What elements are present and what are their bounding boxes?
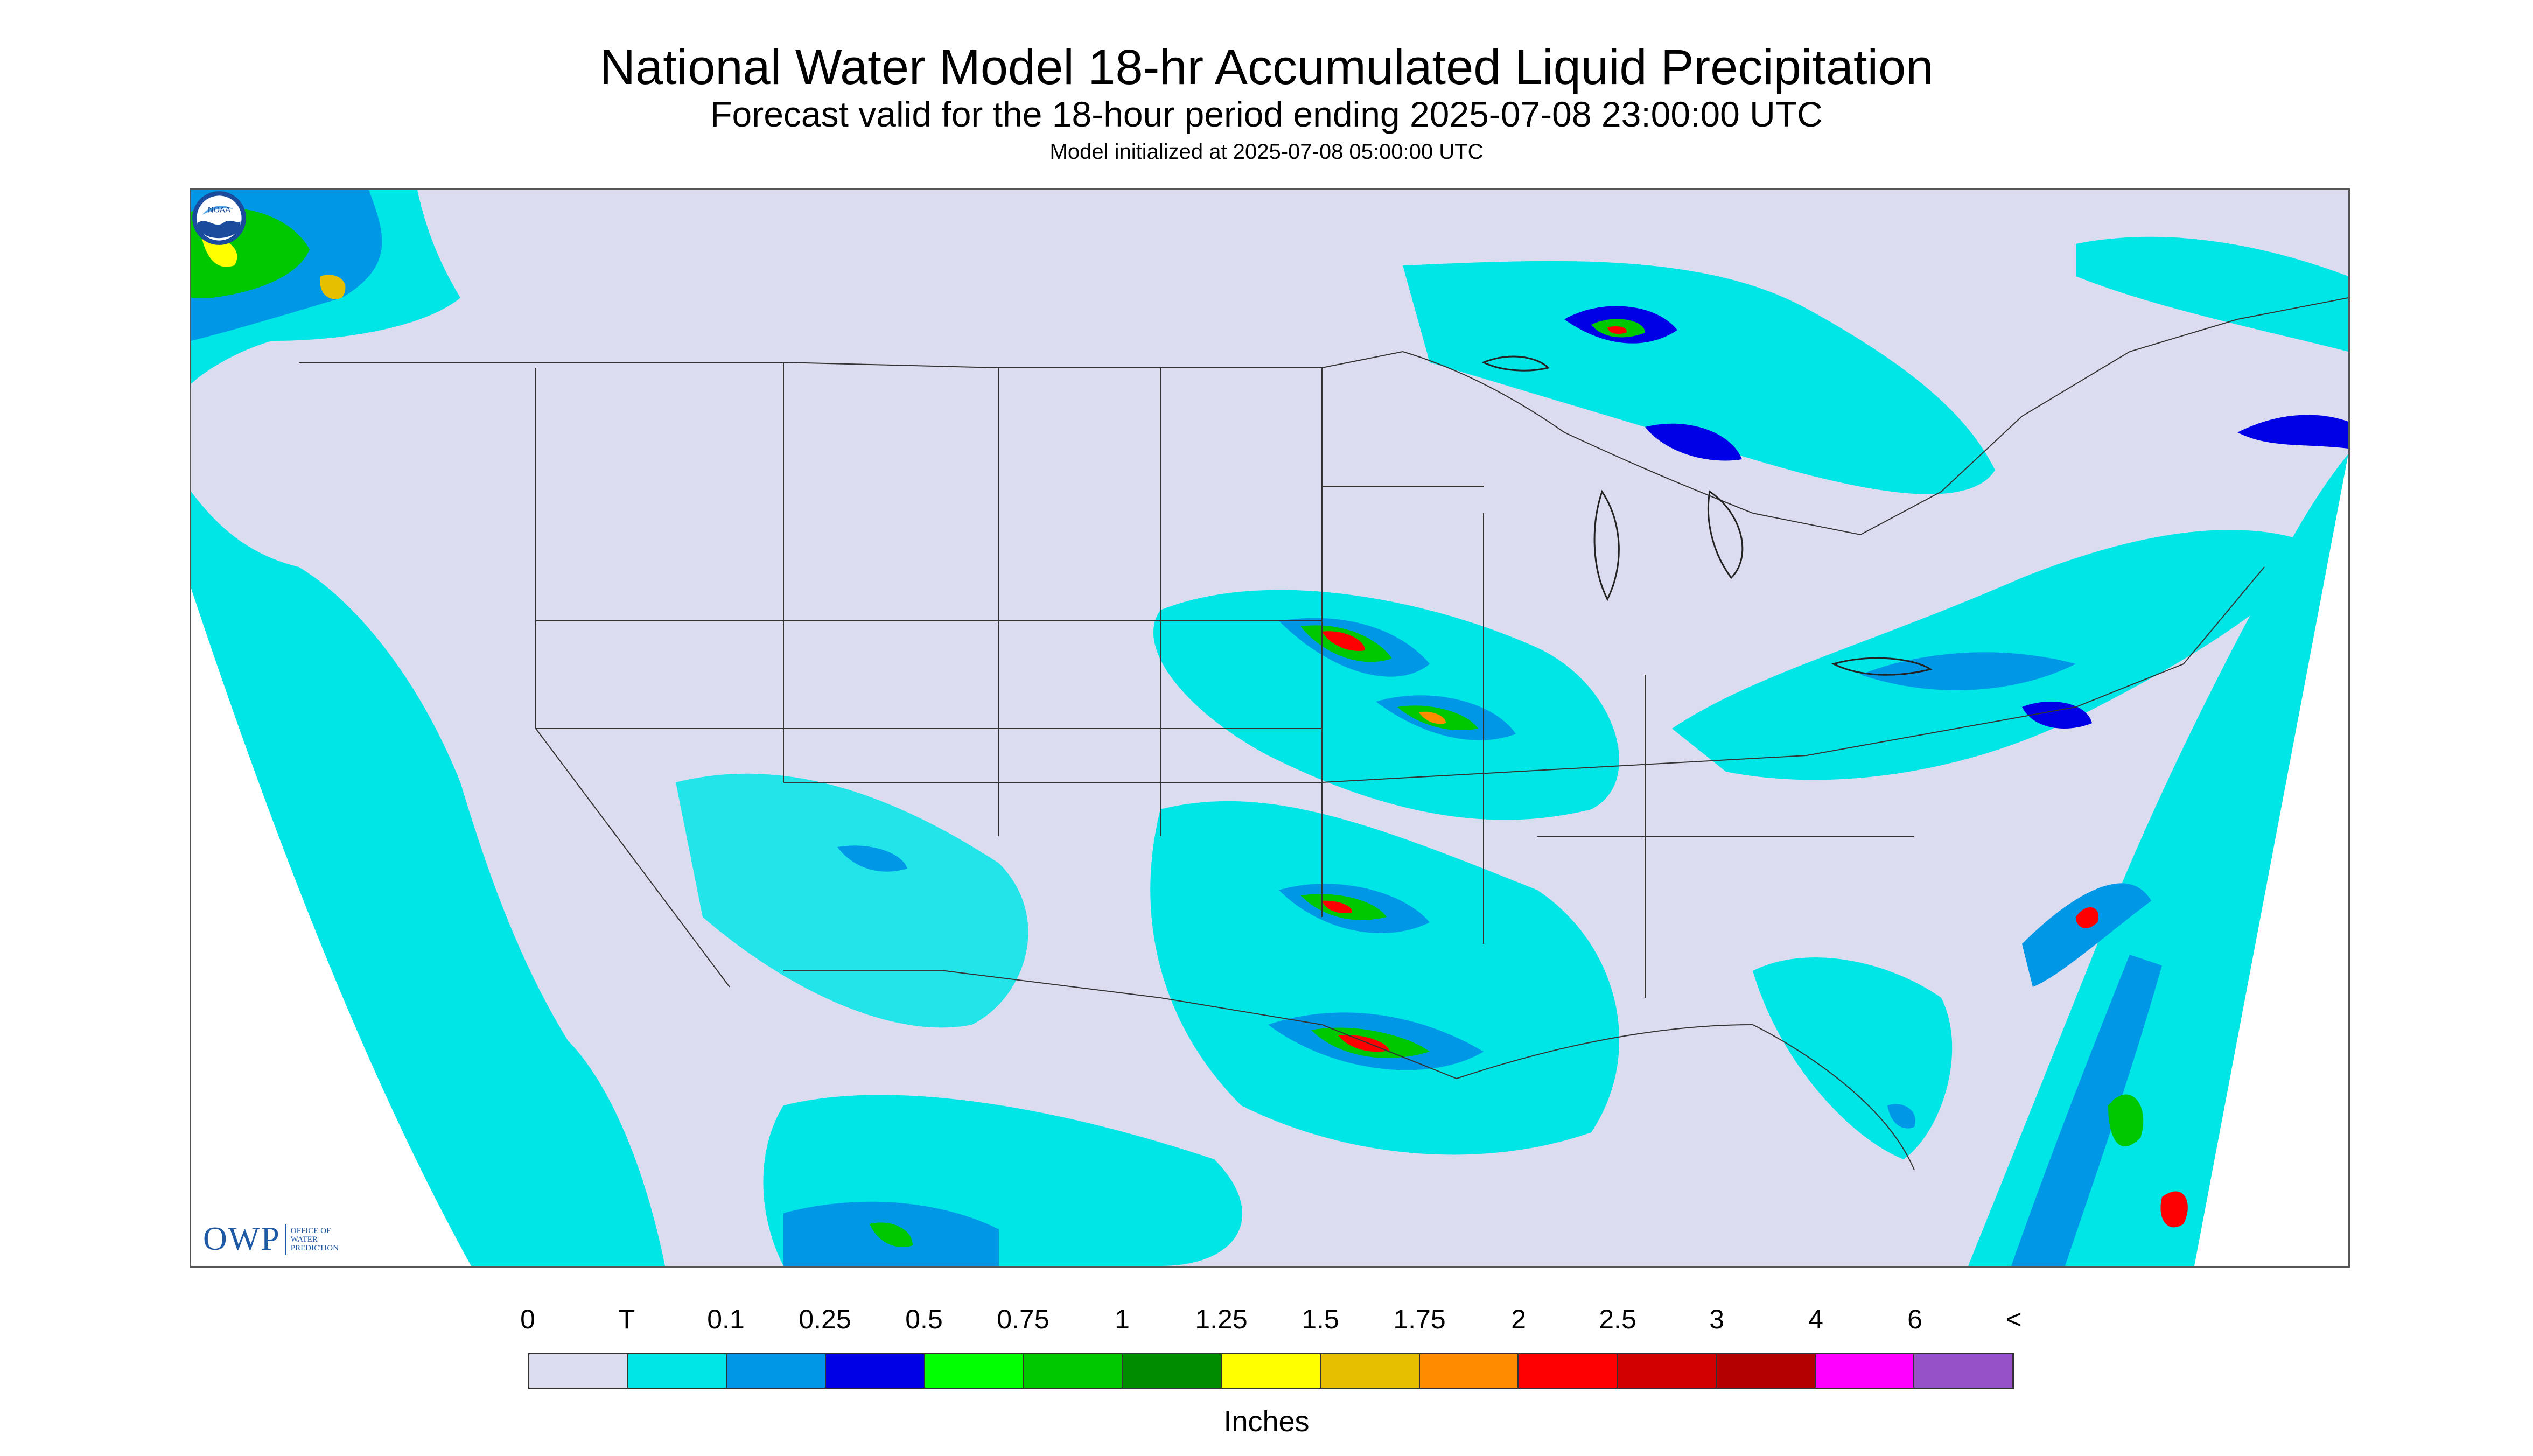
legend-label: 0.75 — [997, 1304, 1049, 1334]
legend-swatch — [1419, 1354, 1519, 1388]
legend-swatch — [1320, 1354, 1420, 1388]
legend-swatch — [826, 1354, 925, 1388]
legend-label: 1.75 — [1393, 1304, 1446, 1334]
legend-label: 1 — [1115, 1304, 1130, 1334]
legend-swatch — [1123, 1354, 1222, 1388]
legend-label: 1.25 — [1195, 1304, 1248, 1334]
legend-swatch — [1024, 1354, 1123, 1388]
canada-precip — [1403, 261, 1995, 494]
legend-label: 0.25 — [799, 1304, 851, 1334]
precipitation-map[interactable]: OWP OFFICE OF WATER PREDICTION NOAA — [190, 188, 2350, 1268]
noaa-logo-text: NOAA — [208, 206, 230, 215]
legend-label: 0.1 — [707, 1304, 745, 1334]
legend-swatch — [1519, 1354, 1618, 1388]
map-subtitle: Forecast valid for the 18-hour period en… — [710, 94, 1823, 134]
legend-swatch — [1222, 1354, 1321, 1388]
gulf-precip — [1150, 801, 1620, 1155]
model-init-text: Model initialized at 2025-07-08 05:00:00… — [1049, 140, 1484, 164]
southwest-precip — [676, 773, 1028, 1028]
legend-swatch — [628, 1354, 727, 1388]
legend-label: 0.5 — [905, 1304, 943, 1334]
legend-label: T — [618, 1304, 635, 1334]
legend-swatch — [1618, 1354, 1717, 1388]
pacific-precip — [191, 492, 665, 1266]
owp-logo-letters: OWP — [203, 1221, 281, 1257]
owp-logo-line1: OFFICE OF — [290, 1226, 331, 1235]
noaa-logo-icon: NOAA — [192, 191, 246, 245]
color-legend — [528, 1353, 2014, 1389]
owp-logo-divider — [284, 1223, 286, 1255]
legend-labels: 0 T 0.1 0.25 0.5 0.75 1 1.25 1.5 1.75 2 2.5 3 4 6 < — [0, 1303, 2533, 1335]
atlantic-precip — [1968, 454, 2348, 1266]
boundary-lines — [299, 297, 2348, 1171]
legend-swatch — [529, 1354, 628, 1388]
owp-logo: OWP OFFICE OF WATER PREDICTION — [203, 1220, 339, 1258]
owp-logo-line3: PREDICTION — [290, 1243, 339, 1252]
legend-label: 0 — [520, 1304, 535, 1334]
legend-swatch — [1815, 1354, 1915, 1388]
legend-label: 6 — [1907, 1304, 1922, 1334]
outline-lakes — [1481, 355, 1933, 676]
legend-swatch — [727, 1354, 827, 1388]
owp-logo-line2: WATER — [290, 1235, 318, 1244]
legend-label: 1.5 — [1302, 1304, 1339, 1334]
legend-label: < — [2006, 1304, 2022, 1334]
legend-units: Inches — [1223, 1405, 1310, 1438]
owp-logo-text: OFFICE OF WATER PREDICTION — [291, 1227, 339, 1252]
map-title: National Water Model 18-hr Accumulated L… — [599, 40, 1934, 95]
map-canvas — [191, 190, 2348, 1266]
legend-swatch — [1914, 1354, 2013, 1388]
legend-swatch — [1716, 1354, 1816, 1388]
legend-label: 4 — [1808, 1304, 1823, 1334]
legend-label: 2.5 — [1599, 1304, 1636, 1334]
legend-label: 2 — [1511, 1304, 1526, 1334]
legend-swatch — [925, 1354, 1024, 1388]
legend-label: 3 — [1709, 1304, 1724, 1334]
